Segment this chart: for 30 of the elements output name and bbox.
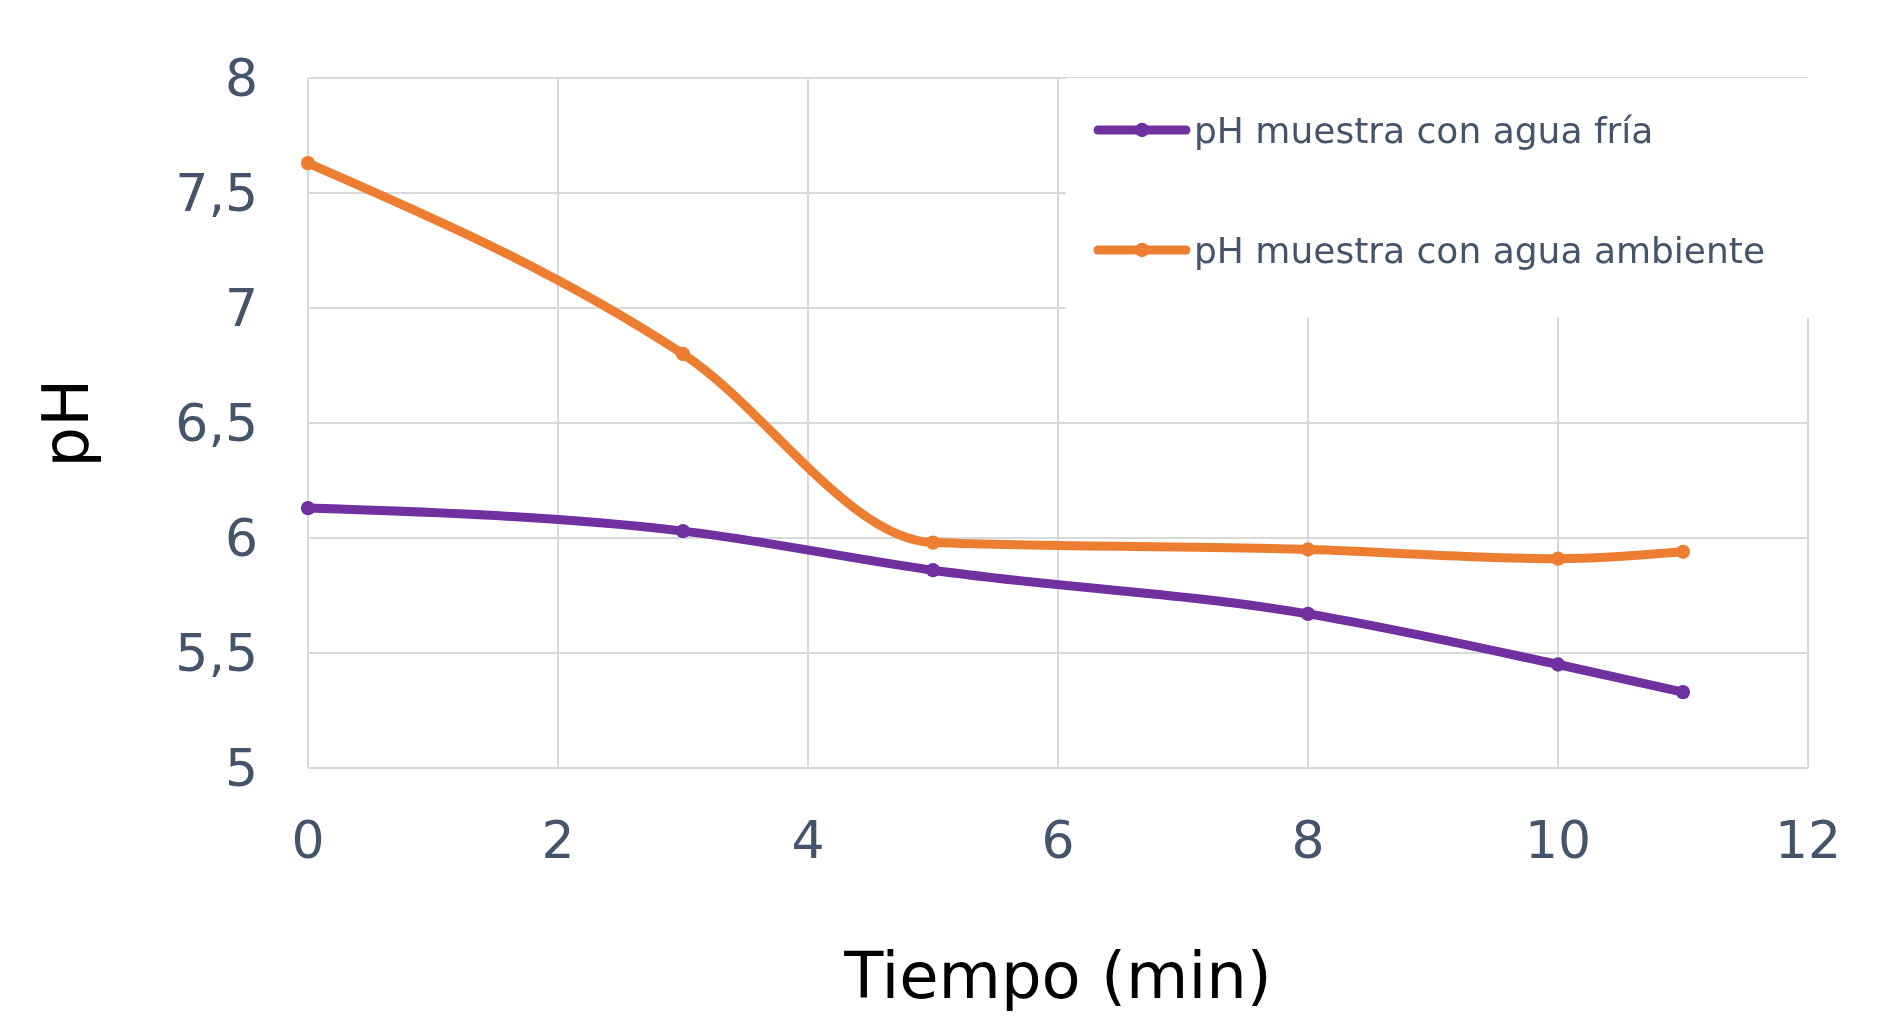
x-tick-label: 2 xyxy=(541,810,575,870)
point xyxy=(925,535,941,550)
point xyxy=(300,155,316,171)
y-tick-label: 8 xyxy=(224,48,258,109)
point xyxy=(1300,542,1316,557)
y-tick-label: 7 xyxy=(224,278,258,339)
y-tick-label: 7,5 xyxy=(175,163,258,224)
x-tick-label: 12 xyxy=(1774,810,1842,870)
point xyxy=(1675,684,1691,700)
y-tick-label: 6 xyxy=(224,508,258,569)
x-tick-label: 0 xyxy=(291,810,325,870)
point xyxy=(925,563,941,578)
point xyxy=(675,346,691,362)
legend-label: pH muestra con agua ambiente xyxy=(1194,229,1766,271)
legend-label: pH muestra con agua fría xyxy=(1194,109,1654,151)
x-tick-label: 4 xyxy=(791,810,825,870)
point xyxy=(675,523,691,539)
y-axis-title: pH xyxy=(29,378,103,468)
point xyxy=(300,500,316,516)
point xyxy=(1550,657,1566,672)
y-tick-label: 6,5 xyxy=(175,393,258,454)
x-tick-label: 6 xyxy=(1041,810,1075,870)
x-axis-title: Tiempo (min) xyxy=(843,939,1272,1013)
point xyxy=(1300,606,1316,622)
point xyxy=(1550,551,1566,566)
x-tick-label: 10 xyxy=(1524,810,1592,870)
point xyxy=(1675,544,1691,559)
y-tick-label: 5,5 xyxy=(175,623,258,684)
y-tick-label: 5 xyxy=(224,738,258,799)
x-tick-label: 8 xyxy=(1291,810,1325,870)
